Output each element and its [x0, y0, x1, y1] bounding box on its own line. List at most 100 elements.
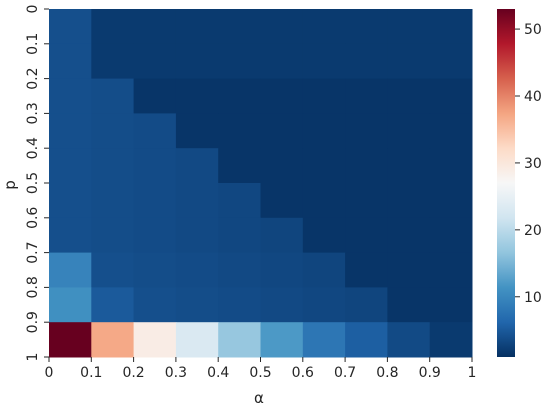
- heatmap-cell: [429, 9, 473, 45]
- heatmap-cell: [218, 217, 261, 254]
- x-tick-label: 1: [468, 365, 477, 381]
- heatmap-cell: [218, 287, 261, 323]
- heatmap-cell: [91, 287, 135, 323]
- heatmap-cell: [260, 78, 304, 114]
- colorbar: [497, 9, 515, 357]
- y-axis: 0 0.1 0.2 0.3 0.4 0.5 0.6 0.7 0.8 0.9 1: [25, 5, 49, 362]
- heatmap-cell: [175, 217, 219, 254]
- heatmap-cell: [302, 252, 346, 288]
- x-tick-label: 0.1: [80, 365, 102, 381]
- y-tick-label: 0.5: [25, 172, 41, 194]
- heatmap-cell: [49, 287, 92, 323]
- heatmap-cell: [260, 113, 304, 149]
- heatmap-cell: [175, 9, 219, 45]
- heatmap-cell: [218, 113, 261, 149]
- heatmap-cell: [175, 287, 219, 323]
- heatmap-cell: [91, 9, 135, 45]
- y-tick-label: 0.6: [25, 207, 41, 229]
- heatmap-cell: [345, 148, 388, 184]
- heatmap-cell: [387, 9, 431, 45]
- heatmap-cell: [133, 183, 177, 219]
- y-tick-label: 0.7: [25, 241, 41, 263]
- heatmap-cell: [302, 113, 346, 149]
- heatmap-cell: [91, 252, 135, 288]
- heatmap-cell: [218, 252, 261, 288]
- heatmap-cell: [302, 148, 346, 184]
- heatmap-cell: [175, 113, 219, 149]
- x-tick-label: 0.4: [207, 365, 229, 381]
- x-tick-label: 0.7: [334, 365, 356, 381]
- heatmap-cell: [49, 148, 92, 184]
- y-tick-label: 0.3: [25, 102, 41, 124]
- heatmap-cell: [387, 113, 431, 149]
- heatmap-cell: [49, 183, 92, 219]
- heatmap-cell: [91, 148, 135, 184]
- heatmap-cell: [345, 9, 388, 45]
- colorbar-ticks: 10 20 30 40 50: [515, 22, 542, 306]
- heatmap-cell: [91, 78, 135, 114]
- heatmap-cell: [345, 43, 388, 80]
- x-tick-label: 0.2: [122, 365, 144, 381]
- heatmap-cell: [260, 148, 304, 184]
- heatmap-cell: [429, 287, 473, 323]
- heatmap-cell: [91, 113, 135, 149]
- x-tick-label: 0.5: [249, 365, 271, 381]
- heatmap-cell: [218, 322, 261, 358]
- heatmap-cell: [133, 78, 177, 114]
- heatmap-cell: [91, 183, 135, 219]
- colorbar-tick-label: 30: [524, 156, 542, 172]
- colorbar-tick-label: 40: [524, 89, 542, 105]
- heatmap-cell: [133, 148, 177, 184]
- y-tick-label: 1: [25, 353, 41, 362]
- heatmap-cell: [91, 217, 135, 254]
- heatmap-cell: [387, 183, 431, 219]
- heatmap-cell: [175, 183, 219, 219]
- y-tick-label: 0.1: [25, 33, 41, 55]
- heatmap-cell: [345, 183, 388, 219]
- heatmap-cell: [91, 322, 135, 358]
- heatmap-cell: [387, 322, 431, 358]
- heatmap-cell: [133, 217, 177, 254]
- x-tick-label: 0.9: [419, 365, 441, 381]
- y-tick-label: 0.9: [25, 311, 41, 333]
- heatmap-cell: [302, 43, 346, 80]
- heatmap-cell: [91, 43, 135, 80]
- heatmap-cell: [429, 183, 473, 219]
- heatmap-cell: [302, 287, 346, 323]
- heatmap-cell: [345, 217, 388, 254]
- heatmap-cells: [49, 9, 473, 358]
- x-tick-label: 0: [45, 365, 54, 381]
- heatmap-cell: [218, 9, 261, 45]
- heatmap-cell: [260, 252, 304, 288]
- heatmap-cell: [49, 322, 92, 358]
- heatmap-cell: [302, 9, 346, 45]
- heatmap-cell: [429, 43, 473, 80]
- heatmap-cell: [49, 217, 92, 254]
- x-axis: 0 0.1 0.2 0.3 0.4 0.5 0.6 0.7 0.8 0.9 1: [45, 357, 477, 381]
- heatmap-cell: [218, 43, 261, 80]
- x-axis-label: α: [254, 389, 264, 407]
- heatmap-cell: [387, 287, 431, 323]
- heatmap-cell: [133, 113, 177, 149]
- heatmap-cell: [49, 78, 92, 114]
- x-tick-label: 0.3: [165, 365, 187, 381]
- heatmap-cell: [387, 217, 431, 254]
- y-tick-label: 0: [25, 5, 41, 14]
- y-axis-label: p: [1, 180, 19, 190]
- heatmap-cell: [260, 217, 304, 254]
- heatmap-cell: [345, 252, 388, 288]
- heatmap-cell: [387, 252, 431, 288]
- heatmap-cell: [175, 322, 219, 358]
- colorbar-tick-label: 50: [524, 22, 542, 38]
- heatmap-cell: [49, 43, 92, 80]
- heatmap-cell: [175, 78, 219, 114]
- heatmap-cell: [133, 43, 177, 80]
- heatmap-cell: [260, 322, 304, 358]
- heatmap-cell: [260, 43, 304, 80]
- heatmap-cell: [133, 9, 177, 45]
- heatmap-cell: [429, 252, 473, 288]
- heatmap-cell: [260, 9, 304, 45]
- heatmap-cell: [302, 322, 346, 358]
- heatmap-cell: [387, 148, 431, 184]
